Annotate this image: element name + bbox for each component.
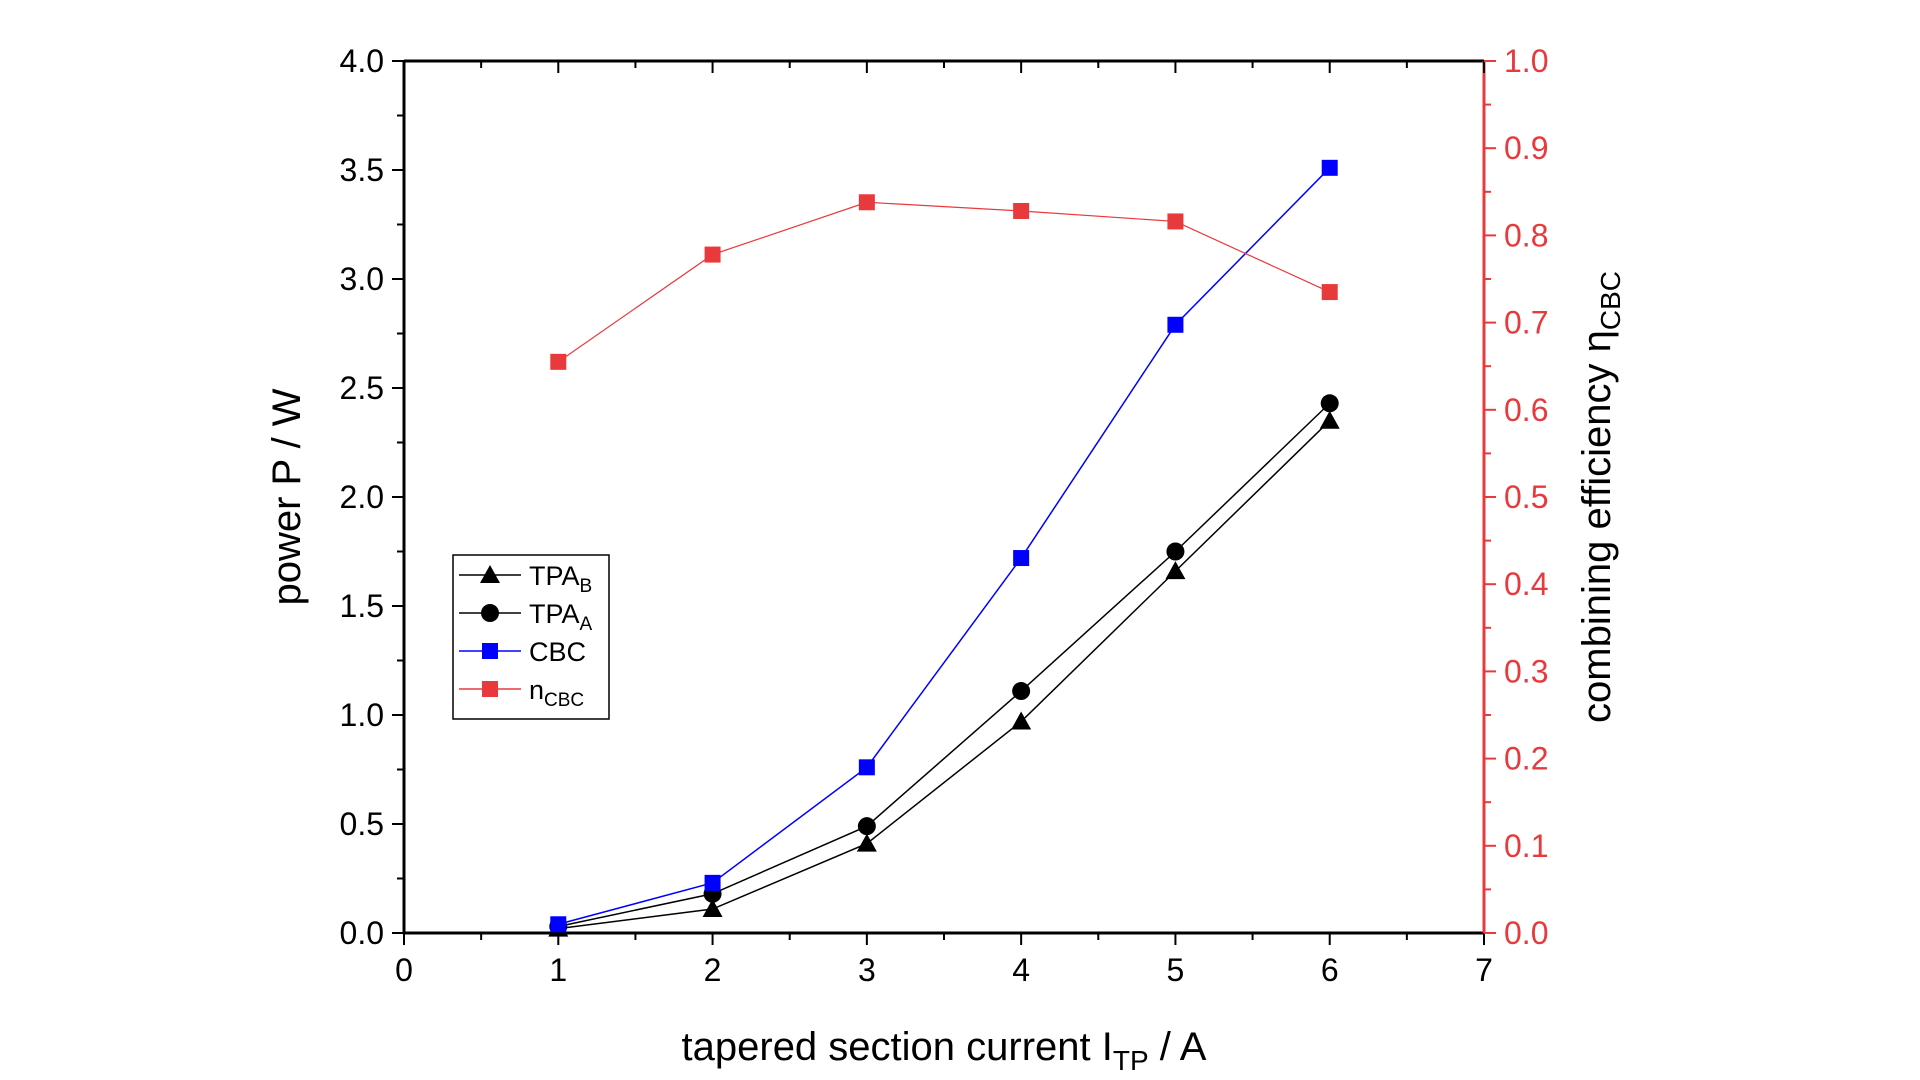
data-point-cbc bbox=[1167, 316, 1184, 333]
series-line-tpab bbox=[558, 420, 1331, 930]
data-point-ncbc bbox=[1321, 284, 1338, 301]
x-tick-label: 5 bbox=[1167, 952, 1185, 988]
y2-tick-label: 0.2 bbox=[1504, 741, 1548, 777]
y-axis-label: power P / W bbox=[265, 388, 309, 605]
data-point-ncbc bbox=[858, 194, 875, 211]
data-point-cbc bbox=[1321, 159, 1338, 176]
y2-tick-label: 0.5 bbox=[1504, 479, 1548, 515]
data-point-tpab bbox=[1011, 711, 1032, 730]
data-point-ncbc bbox=[550, 353, 567, 370]
series-line-tpaa bbox=[558, 402, 1331, 928]
y2-tick-label: 0.9 bbox=[1504, 130, 1548, 166]
legend-marker-ncbc bbox=[482, 681, 498, 697]
legend-label-ncbc: nCBC bbox=[529, 675, 584, 711]
y2-tick-label: 0.8 bbox=[1504, 217, 1548, 253]
legend-label-cbc: CBC bbox=[529, 637, 586, 667]
y2-tick-label: 0.7 bbox=[1504, 305, 1548, 341]
y-tick-label: 3.5 bbox=[340, 152, 384, 188]
legend-label-tpaa: TPAA bbox=[529, 599, 593, 635]
y-tick-label: 3.0 bbox=[340, 261, 384, 297]
x-tick-label: 2 bbox=[704, 952, 722, 988]
y2-tick-label: 1.0 bbox=[1504, 43, 1548, 79]
x-tick-label: 1 bbox=[549, 952, 567, 988]
y2-tick-label: 0.0 bbox=[1504, 915, 1548, 951]
data-point-cbc bbox=[550, 916, 567, 933]
y-tick-label: 2.0 bbox=[340, 479, 384, 515]
series-line-ncbc bbox=[557, 201, 1330, 363]
legend-marker-tpab bbox=[480, 565, 500, 583]
y-tick-label: 0.5 bbox=[340, 806, 384, 842]
data-point-cbc bbox=[1013, 550, 1030, 567]
y-tick-label: 2.5 bbox=[340, 370, 384, 406]
data-point-tpab bbox=[1165, 561, 1186, 580]
data-point-tpaa bbox=[1166, 542, 1185, 561]
series-line-cbc bbox=[558, 167, 1331, 926]
data-point-tpab bbox=[1319, 410, 1340, 429]
data-point-tpaa bbox=[1012, 682, 1031, 701]
y-tick-label: 4.0 bbox=[340, 43, 384, 79]
y-tick-label: 0.0 bbox=[340, 915, 384, 951]
legend-label-tpab: TPAB bbox=[529, 561, 592, 597]
data-point-cbc bbox=[858, 759, 875, 776]
y2-tick-label: 0.1 bbox=[1504, 828, 1548, 864]
x-tick-label: 3 bbox=[858, 952, 876, 988]
data-point-tpab bbox=[856, 833, 877, 852]
x-tick-label: 4 bbox=[1012, 952, 1030, 988]
x-axis-label: tapered section current ITP / A bbox=[682, 1025, 1207, 1076]
x-tick-label: 0 bbox=[395, 952, 413, 988]
data-point-tpaa bbox=[857, 817, 876, 836]
data-point-tpab bbox=[702, 899, 723, 918]
data-point-ncbc bbox=[1167, 213, 1184, 230]
y2-tick-label: 0.6 bbox=[1504, 392, 1548, 428]
legend-box bbox=[452, 554, 610, 720]
y2-tick-label: 0.3 bbox=[1504, 653, 1548, 689]
legend-marker-tpaa bbox=[481, 604, 499, 622]
x-tick-label: 6 bbox=[1321, 952, 1339, 988]
x-tick-label: 7 bbox=[1475, 952, 1493, 988]
data-point-ncbc bbox=[704, 246, 721, 263]
data-point-cbc bbox=[704, 874, 721, 891]
y2-axis-label: combining efficiency ηCBC bbox=[1575, 271, 1626, 723]
y2-tick-label: 0.4 bbox=[1504, 566, 1548, 602]
legend-marker-cbc bbox=[482, 643, 498, 659]
data-point-ncbc bbox=[1013, 202, 1030, 219]
y-tick-label: 1.5 bbox=[340, 588, 384, 624]
data-point-tpaa bbox=[1320, 394, 1339, 413]
y-tick-label: 1.0 bbox=[340, 697, 384, 733]
